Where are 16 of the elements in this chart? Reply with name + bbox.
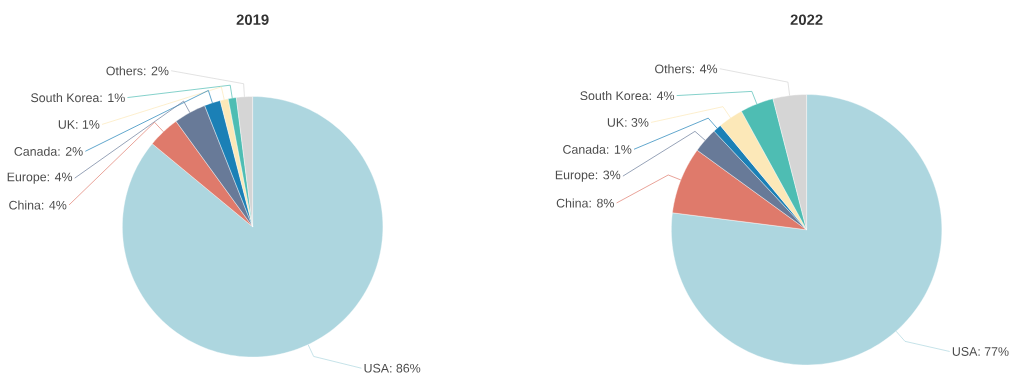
chart-title: 2019 [236,14,269,26]
slice-label: UK: 3% [607,118,649,127]
slice-label: China: 4% [9,200,67,210]
slice-label: USA: 86% [364,363,421,373]
slice-label: China: 8% [556,198,614,208]
slice-label: UK: 1% [58,120,100,129]
slice-label: Others: 4% [655,64,718,74]
slice-label: South Korea: 1% [31,93,125,103]
slice-label: USA: 77% [952,347,1009,356]
slice-label: Europe: 3% [555,170,621,182]
slice-label: Others: 2% [106,66,169,76]
slice-label: South Korea: 4% [580,91,675,101]
chart-title: 2022 [790,14,823,26]
slice-label: Canada: 1% [563,144,632,154]
slice-label: Europe: 4% [7,172,73,184]
slice-label: Canada: 2% [14,146,83,156]
